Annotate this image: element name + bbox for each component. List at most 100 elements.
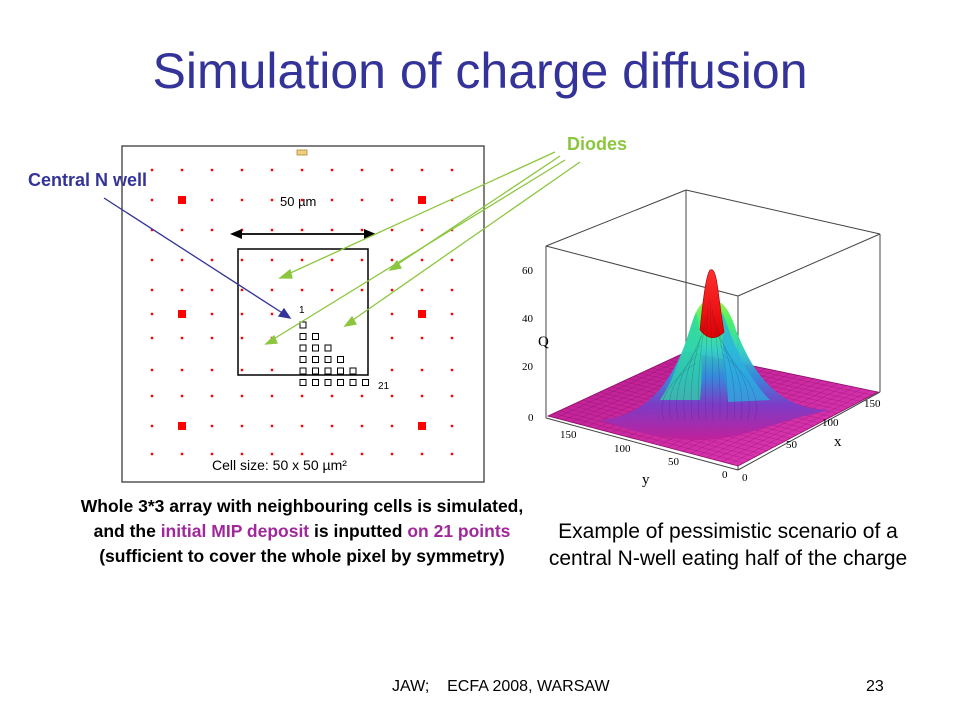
diode-dot [270,258,274,262]
diode-dot [360,168,364,172]
peak-mesh [661,299,757,421]
diode-dot [300,424,304,428]
diode-dot [390,336,394,340]
z-tick: 20 [522,361,534,373]
x-tick: 0 [742,472,748,484]
plot-box [545,189,881,470]
diode-dot [360,198,364,202]
diode-dot [180,288,184,292]
z-tick: 0 [528,412,534,424]
diode-dot [420,258,424,262]
z-axis: 0 20 40 60 [522,265,534,424]
n-well-marker [178,422,186,430]
sample-point [299,333,307,340]
diode-dot [180,452,184,456]
diode-dot [300,258,304,262]
y-tick: 50 [668,456,680,468]
diode-dot [210,198,214,202]
sample-point [362,379,369,386]
sample-point [337,367,344,375]
page-title: Simulation of charge diffusion [152,43,808,99]
diode-dot [150,394,154,398]
caption-highlight-points: on 21 points [407,521,511,541]
surface-spike [699,269,725,339]
diode-dot [210,394,214,398]
diode-dot [390,198,394,202]
page-number: 23 [866,678,884,695]
diode-dot [420,336,424,340]
diode-dot [270,394,274,398]
diode-dot [210,288,214,292]
y-axis: 150 100 50 0 [560,429,728,481]
point-label-first: 1 [299,305,305,316]
sample-point [312,367,319,375]
diode-dot [210,258,214,262]
diode-dot [390,312,394,316]
diode-dot [330,228,334,232]
diode-dot [360,394,364,398]
diode-dot [330,198,334,202]
diode-dot [270,424,274,428]
n-well-marker [178,196,186,204]
diode-dot [150,336,154,340]
diode-dot [240,312,244,316]
n-well-marker [418,422,426,430]
point-label-last: 21 [378,381,390,392]
array-outline [121,145,485,483]
n-well-marker [418,310,426,318]
caption-highlight-deposit: initial MIP deposit [160,521,310,541]
diode-dot [150,288,154,292]
n-well-arrow [103,197,292,319]
diode-dot [450,424,454,428]
diode-dot [390,394,394,398]
surface-peak-base [600,300,830,440]
diode-dot [150,198,154,202]
diode-dot [390,228,394,232]
diode-dot [390,288,394,292]
z-axis-label: Q [538,334,549,350]
x-tick: 100 [822,417,839,429]
diode-dot [150,258,154,262]
diode-dot [390,424,394,428]
z-tick: 40 [522,313,534,325]
diode-dot [270,312,274,316]
diode-dot [240,198,244,202]
caption-right: Example of pessimistic scenario of a cen… [548,520,908,570]
diode-dot [390,452,394,456]
z-tick: 60 [522,265,534,277]
sample-point [312,379,319,386]
sample-point [299,344,307,352]
diode-dot [360,452,364,456]
diode-dot [150,424,154,428]
diode-dot [270,168,274,172]
diode-dot [180,368,184,372]
diode-dot [300,168,304,172]
diode-dot [210,228,214,232]
diode-grid [150,168,454,456]
x-tick: 50 [786,439,798,451]
diode-dot [180,228,184,232]
dimension-label: 50 µm [280,194,316,209]
sample-point [299,321,307,329]
diode-dot [240,168,244,172]
diode-dot [210,452,214,456]
sample-point [299,367,307,375]
diode-dot [450,452,454,456]
diode-dot [180,394,184,398]
diode-dot [420,228,424,232]
sample-point [324,367,332,375]
diode-dot [180,258,184,262]
diode-dot [420,288,424,292]
central-cell [237,248,369,376]
caption-left-text: (sufficient to cover the whole pixel by … [99,546,505,566]
sample-point [349,379,357,386]
diode-dot [330,452,334,456]
diode-dot [330,288,334,292]
caption-left-text: Whole 3*3 array with neighbouring cells … [80,496,524,541]
diode-dot [270,228,274,232]
y-axis-label: y [642,472,650,488]
diode-dot [360,288,364,292]
diode-dot [240,258,244,262]
